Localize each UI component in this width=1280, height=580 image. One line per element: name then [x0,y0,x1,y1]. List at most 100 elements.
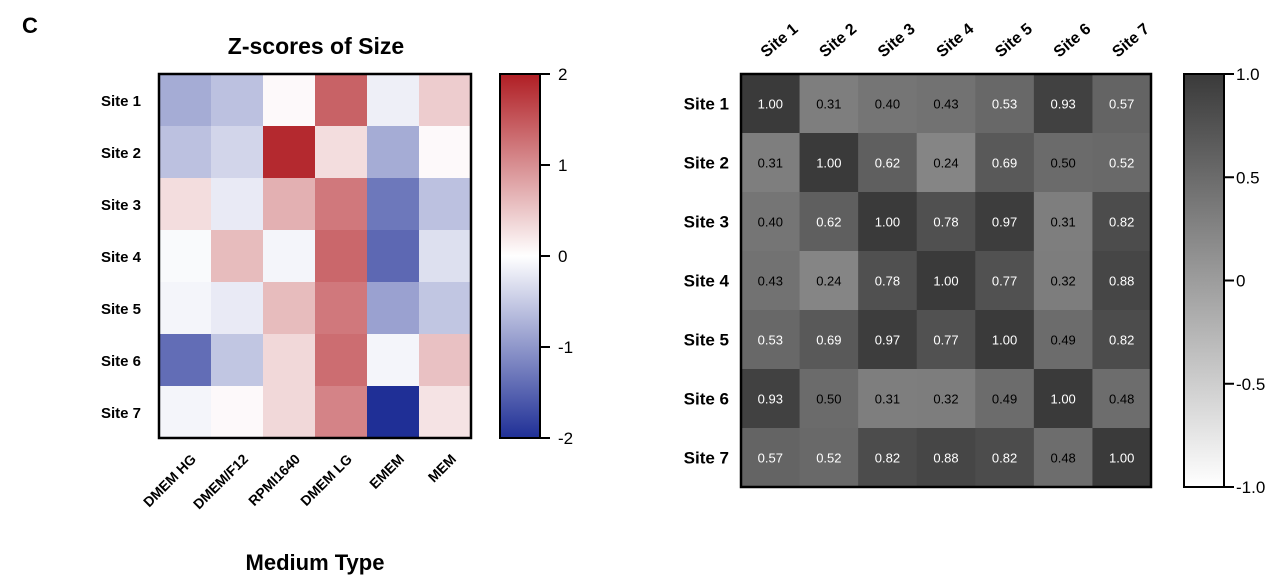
correlation-colorbar-tick-label: 1.0 [1236,65,1260,84]
zscore-cell [315,282,368,335]
correlation-cell-label: 0.57 [1109,97,1134,112]
correlation-cell-label: 0.88 [1109,274,1134,289]
correlation-cells: 1.00 0.31 0.40 0.43 0.53 0.93 0.57 0.31 1.00 0.62… [741,74,1152,488]
correlation-cell [741,192,801,252]
correlation-cell [741,133,801,193]
correlation-x-tick-label: Site 7 [1109,21,1153,62]
correlation-cell-label: 0.31 [875,392,900,407]
correlation-cell-label: 1.00 [1050,392,1075,407]
zscore-cell [211,386,264,439]
zscore-colorbar-tick-label: -2 [558,429,573,448]
correlation-cell [1033,251,1093,311]
correlation-cell [1092,192,1152,252]
correlation-cell [799,74,859,134]
correlation-cell-label: 1.00 [875,215,900,230]
correlation-cell-label: 0.52 [1109,156,1134,171]
correlation-cell [741,310,801,370]
correlation-cell-label: 0.97 [875,333,900,348]
correlation-colorbar [1183,73,1225,488]
zscore-cell [211,74,264,127]
correlation-cell [975,74,1035,134]
correlation-cell [799,192,859,252]
correlation-cell [975,133,1035,193]
correlation-x-tick-label: Site 4 [934,21,978,62]
correlation-cell-label: 0.50 [816,392,841,407]
zscore-cell [211,178,264,231]
correlation-cell-label: 0.43 [758,274,783,289]
correlation-x-tick-label: Site 6 [1051,21,1095,62]
zscore-cell [419,230,472,283]
zscore-x-tick-label: EMEM [366,451,407,492]
correlation-cell [975,428,1035,488]
correlation-cell [916,251,976,311]
zscore-cell [211,230,264,283]
zscore-cell [419,126,472,179]
zscore-cell [367,126,420,179]
zscore-cell [367,178,420,231]
correlation-cell-label: 0.93 [758,392,783,407]
zscore-cell [211,282,264,335]
correlation-x-tick-labels: Site 1 Site 2 Site 3 Site 4 Site 5 Site 6 Site… [758,21,1153,62]
correlation-colorbar-tick-label: -1.0 [1236,478,1265,497]
correlation-cell [741,428,801,488]
zscore-cell [211,126,264,179]
correlation-cell-label: 0.24 [933,156,958,171]
correlation-cell-label: 1.00 [758,97,783,112]
zscore-y-tick-label: Site 4 [101,249,142,266]
correlation-cell-label: 0.40 [758,215,783,230]
correlation-cell [975,310,1035,370]
zscore-title: Z-scores of Size [228,33,404,59]
zscore-x-tick-label: RPMI1640 [245,451,303,509]
correlation-x-tick-label: Site 1 [758,21,802,62]
correlation-y-tick-label: Site 3 [684,213,729,232]
zscore-cell [419,282,472,335]
zscore-colorbar-ticks: 2 1 0 -1 -2 [540,65,573,448]
correlation-cell-label: 1.00 [933,274,958,289]
correlation-cell-label: 1.00 [992,333,1017,348]
correlation-cell [799,428,859,488]
zscore-cell [419,74,472,127]
correlation-x-tick-label: Site 5 [992,21,1036,62]
zscore-cells [159,74,472,439]
correlation-cell-label: 0.24 [816,274,841,289]
correlation-cell-label: 0.40 [875,97,900,112]
correlation-cell-label: 0.53 [992,97,1017,112]
zscore-y-tick-label: Site 2 [101,145,141,162]
correlation-cell-label: 0.48 [1109,392,1134,407]
correlation-cell [741,369,801,429]
zscore-y-tick-label: Site 1 [101,93,141,110]
correlation-cell-label: 0.48 [1050,451,1075,466]
correlation-x-tick-label: Site 2 [817,21,861,62]
correlation-cell [858,310,918,370]
zscore-cell [315,386,368,439]
correlation-cell [1092,310,1152,370]
zscore-cell [159,386,212,439]
correlation-cell [916,369,976,429]
correlation-cell-label: 0.82 [1109,333,1134,348]
panel-label: C [22,13,38,38]
correlation-cell [858,369,918,429]
zscore-cell [367,386,420,439]
correlation-colorbar-ticks: 1.0 0.5 0 -0.5 -1.0 [1224,65,1265,497]
correlation-cell-label: 0.69 [992,156,1017,171]
zscore-x-tick-label: MEM [425,451,459,485]
zscore-y-tick-label: Site 3 [101,197,141,214]
zscore-cell [419,334,472,387]
zscore-cell [315,334,368,387]
correlation-cell [1033,310,1093,370]
correlation-y-tick-label: Site 2 [684,154,729,173]
correlation-cell [1033,74,1093,134]
correlation-cell-label: 0.77 [992,274,1017,289]
correlation-cell [799,133,859,193]
zscore-cell [367,230,420,283]
correlation-cell-label: 0.43 [933,97,958,112]
correlation-cell-label: 0.32 [1050,274,1075,289]
correlation-cell [858,251,918,311]
correlation-y-tick-label: Site 7 [684,449,729,468]
correlation-cell [858,133,918,193]
correlation-cell-label: 0.78 [933,215,958,230]
zscore-x-tick-label: DMEM LG [297,451,355,509]
zscore-cell [159,126,212,179]
zscore-colorbar-tick-label: 0 [558,247,567,266]
